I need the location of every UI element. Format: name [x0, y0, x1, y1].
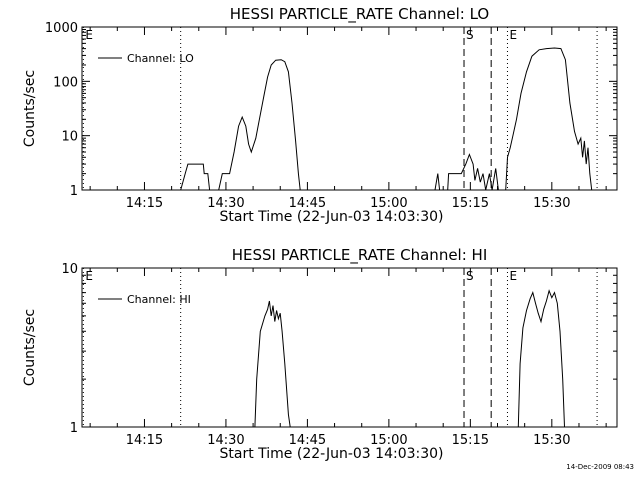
- x-tick-label: 14:15: [126, 433, 163, 448]
- plot-frame: [81, 26, 618, 191]
- chart-panel-1: HESSI PARTICLE_RATE Channel: LO 14:15 14:3…: [22, 5, 618, 225]
- series-line-segment: [434, 173, 441, 191]
- x-tick-label: 15:30: [533, 196, 570, 211]
- y-tick-label: 1: [70, 421, 78, 436]
- legend-label: Channel: HI: [127, 293, 191, 306]
- event-marker-label: E: [85, 28, 93, 42]
- event-marker-label: E: [509, 269, 517, 283]
- event-marker-label: S: [466, 269, 474, 283]
- chart-panel-2: HESSI PARTICLE_RATE Channel: HI 14:15 14:3…: [22, 246, 618, 462]
- series-line-segment: [218, 59, 301, 191]
- series-line-segment: [447, 153, 499, 191]
- x-tick-label: 15:15: [452, 196, 489, 211]
- y-tick-label: 10: [61, 262, 78, 277]
- chart-title: HESSI PARTICLE_RATE Channel: HI: [232, 246, 488, 265]
- y-tick-label: 1000: [45, 21, 78, 36]
- x-tick-label: 14:15: [126, 196, 163, 211]
- x-tick-label: 15:00: [370, 196, 407, 211]
- series-line-segment: [180, 163, 211, 191]
- y-axis-label: Counts/sec: [22, 70, 38, 147]
- event-marker-label: E: [509, 28, 517, 42]
- x-tick-label: 15:15: [452, 433, 489, 448]
- y-tick-label: 1: [70, 184, 78, 199]
- x-tick-label: 14:45: [289, 196, 326, 211]
- series-line-segment: [517, 289, 565, 428]
- x-axis-label: Start Time (22-Jun-03 14:03:30): [220, 446, 444, 462]
- x-axis-label: Start Time (22-Jun-03 14:03:30): [220, 209, 444, 225]
- plot-frame: [81, 267, 618, 428]
- x-tick-label: 14:30: [207, 433, 244, 448]
- event-marker-label: S: [466, 28, 474, 42]
- x-tick-label: 14:30: [207, 196, 244, 211]
- series-line-segment: [254, 300, 291, 428]
- chart-title: HESSI PARTICLE_RATE Channel: LO: [230, 5, 489, 24]
- y-tick-label: 100: [53, 75, 78, 90]
- series-line-segment: [505, 47, 593, 191]
- event-marker-label: E: [85, 269, 93, 283]
- y-axis-label: Counts/sec: [22, 309, 38, 386]
- x-tick-label: 14:45: [289, 433, 326, 448]
- x-tick-label: 15:00: [370, 433, 407, 448]
- legend-label: Channel: LO: [127, 52, 194, 65]
- y-tick-label: 10: [61, 130, 78, 145]
- timestamp: 14-Dec-2009 08:43: [566, 463, 634, 471]
- x-tick-label: 15:30: [533, 433, 570, 448]
